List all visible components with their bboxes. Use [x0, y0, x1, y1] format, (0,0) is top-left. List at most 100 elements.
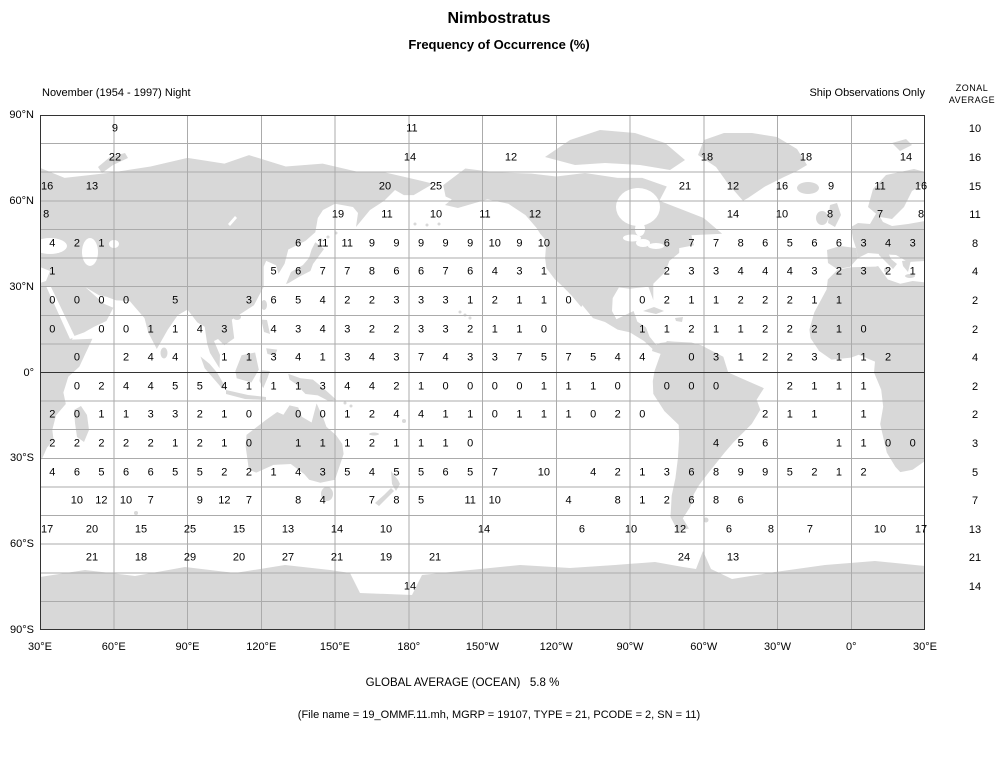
grid-value: 0	[688, 380, 695, 393]
island-hawaii-1	[458, 310, 462, 314]
grid-value: 4	[49, 237, 56, 250]
grid-value: 7	[565, 351, 572, 364]
grid-value: 4	[368, 466, 375, 479]
grid-value: 5	[786, 237, 793, 250]
grid-value: 4	[590, 466, 597, 479]
grid-value: 0	[122, 323, 130, 336]
grid-value: 1	[172, 323, 179, 336]
grid-value: 9	[442, 237, 449, 250]
grid-value: 1	[835, 294, 843, 307]
grid-value: 0	[909, 437, 916, 450]
grid-value: 10	[537, 466, 551, 479]
grid-value: 1	[147, 323, 154, 336]
zonal-average-column: 10 16 15 11 8 4 2 2 4 2 2 3 5 7 13 21 14	[952, 115, 998, 630]
grid-value: 1	[295, 380, 302, 393]
grid-value: 4	[491, 265, 498, 278]
grid-value: 27	[281, 551, 295, 564]
grid-value: 7	[442, 265, 449, 278]
latitude-tick-label: 90°N	[9, 109, 34, 121]
grid-value: 2	[786, 294, 793, 307]
grid-value: 2	[762, 408, 769, 421]
grid-value: 1	[221, 437, 228, 450]
grid-value: 4	[762, 265, 769, 278]
island-aleutian-3	[437, 222, 441, 226]
island-luzon	[261, 319, 270, 334]
landmass-arctic-archipelago	[545, 130, 685, 170]
grid-value: 1	[860, 437, 867, 450]
grid-value: 1	[737, 351, 744, 364]
grid-value: 1	[516, 294, 523, 307]
grid-value: 5	[196, 466, 203, 479]
island-new-guinea	[288, 373, 337, 402]
grid-value: 8	[614, 494, 621, 507]
grid-value: 13	[281, 523, 295, 536]
grid-value: 2	[122, 351, 130, 364]
longitude-tick-label: 120°W	[539, 641, 573, 653]
grid-value: 4	[172, 351, 179, 364]
grid-value: 7	[491, 466, 498, 479]
island-cuba	[643, 307, 664, 314]
grid-value: 2	[786, 380, 793, 393]
landmass-scandinavia	[868, 169, 925, 219]
grid-value: 3	[147, 408, 154, 421]
grid-value: 6	[122, 466, 130, 479]
longitude-tick-label: 30°E	[913, 641, 937, 653]
grid-value: 2	[663, 494, 670, 507]
island-falklands	[703, 517, 709, 523]
grid-value: 4	[737, 265, 744, 278]
grid-value: 14	[477, 523, 491, 536]
grid-value: 5	[295, 294, 302, 307]
grid-value: 3	[295, 323, 302, 336]
grid-value: 6	[762, 237, 769, 250]
grid-value: 5	[172, 294, 179, 307]
island-kuril-2	[326, 235, 330, 239]
island-japan	[286, 242, 324, 284]
file-info-label: (File name = 19_OMMF.11.mh, MGRP = 19107…	[297, 709, 701, 721]
grid-value: 2	[147, 437, 154, 450]
grid-value: 5	[344, 466, 351, 479]
longitude-tick-label: 0°	[846, 641, 857, 653]
grid-value: 5	[172, 466, 179, 479]
grid-value: 13	[85, 180, 99, 193]
grid-value: 0	[73, 294, 80, 307]
grid-value: 3	[688, 265, 695, 278]
zonal-average-value: 2	[971, 323, 979, 336]
grid-value: 0	[122, 294, 130, 307]
grid-value: 4	[368, 351, 375, 364]
grid-value: 0	[590, 408, 597, 421]
grid-value: 10	[873, 523, 887, 536]
grid-value: 0	[614, 380, 621, 393]
period-label: November (1954 - 1997) Night	[42, 87, 191, 99]
grid-value: 1	[467, 294, 474, 307]
grid-value: 1	[221, 408, 228, 421]
grid-value: 7	[344, 265, 351, 278]
grid-value: 3	[811, 351, 818, 364]
zonal-average-value: 16	[968, 151, 982, 164]
grid-value: 5	[786, 466, 793, 479]
island-java	[226, 390, 266, 400]
grid-value: 21	[85, 551, 99, 564]
world-map-svg	[40, 115, 925, 630]
grid-value: 1	[811, 294, 818, 307]
grid-value: 6	[688, 466, 695, 479]
grid-value: 1	[418, 437, 425, 450]
grid-value: 2	[860, 466, 867, 479]
grid-value: 5	[590, 351, 597, 364]
grid-value: 0	[73, 380, 80, 393]
grid-value: 1	[590, 380, 597, 393]
grid-value: 3	[860, 237, 867, 250]
grid-value: 8	[737, 237, 744, 250]
grid-value: 8	[826, 208, 834, 221]
grid-value: 17	[914, 523, 928, 536]
source-label: Ship Observations Only	[809, 87, 925, 99]
grid-value: 5	[196, 380, 203, 393]
grid-value: 2	[811, 466, 818, 479]
grid-value: 1	[663, 323, 670, 336]
grid-value: 2	[467, 323, 474, 336]
island-new-zealand-north	[391, 471, 400, 491]
grid-value: 6	[270, 294, 277, 307]
grid-value: 6	[688, 494, 695, 507]
grid-value: 7	[806, 523, 813, 536]
grid-value: 1	[442, 437, 449, 450]
